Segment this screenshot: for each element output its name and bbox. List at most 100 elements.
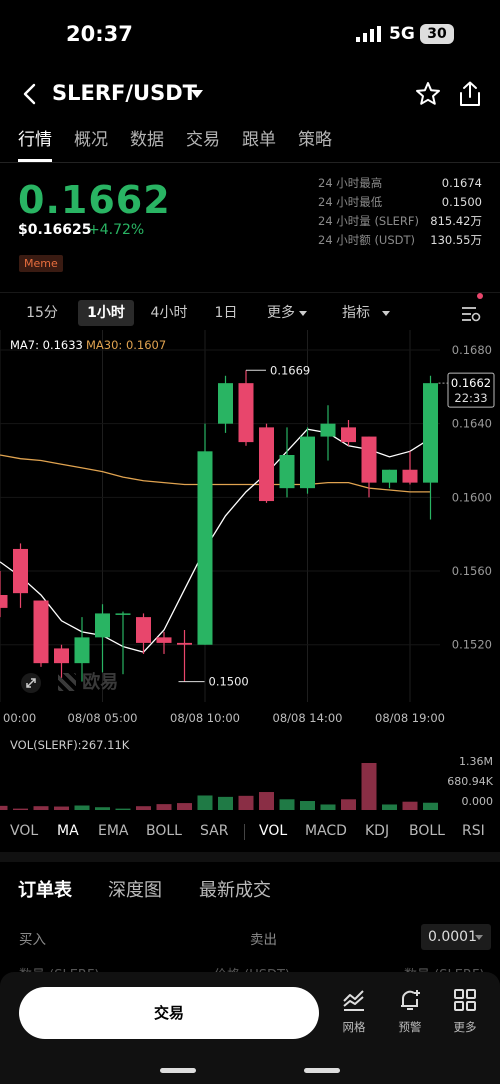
- watermark-text: 欧易: [82, 672, 119, 693]
- candle: [320, 405, 336, 461]
- candle: [136, 613, 151, 654]
- pair-title[interactable]: SLERF/USDT: [52, 81, 197, 105]
- candle: [259, 423, 274, 503]
- signal-icon: [356, 26, 381, 42]
- volume-bar: [300, 801, 315, 810]
- volume-tick-label: 1.36M: [459, 755, 493, 768]
- stat-label: 24 小时额 (USDT): [318, 233, 416, 247]
- more-timeframes-button[interactable]: 更多: [262, 300, 312, 326]
- current-price-label: 0.1662: [451, 376, 491, 390]
- tab-data[interactable]: 数据: [130, 130, 164, 150]
- more-label: 更多: [453, 1020, 477, 1034]
- network-label: 5G: [389, 24, 415, 44]
- stat-label: 24 小时最低: [318, 195, 383, 209]
- tab-recent-trades[interactable]: 最新成交: [199, 880, 271, 901]
- alert-button[interactable]: 预警: [385, 988, 435, 1035]
- indicator-vol[interactable]: VOL: [10, 823, 39, 839]
- ma30-label: MA30: 0.1607: [86, 338, 167, 352]
- candle-body: [0, 595, 8, 608]
- candle-body: [156, 637, 172, 643]
- timeframe-1h[interactable]: 1小时: [78, 300, 134, 326]
- battery-icon: 30: [420, 24, 454, 44]
- divider: [0, 162, 500, 163]
- home-indicator: [160, 1068, 196, 1073]
- chart-settings-icon[interactable]: [460, 303, 482, 323]
- volume-chart[interactable]: 1.36M 680.94K 0.000: [0, 735, 500, 815]
- indicator-rsi[interactable]: RSI: [462, 823, 485, 839]
- stat-value: 815.42万: [430, 214, 482, 228]
- high-marker-label: 0.1669: [270, 363, 310, 377]
- chevron-down-icon[interactable]: [190, 88, 204, 100]
- notification-dot: [477, 293, 483, 299]
- candle: [238, 370, 254, 446]
- tab-depth[interactable]: 深度图: [108, 880, 162, 901]
- indicator-macd[interactable]: MACD: [305, 823, 347, 839]
- tab-overview[interactable]: 概况: [74, 130, 108, 150]
- volume-bar: [197, 795, 213, 810]
- candle: [197, 423, 213, 645]
- grid-button[interactable]: 网格: [329, 988, 379, 1035]
- caret-down-icon: [475, 935, 483, 940]
- stat-row: 24 小时最低 0.1500: [318, 193, 482, 212]
- candle-body: [95, 613, 110, 638]
- indicator-sub-vol[interactable]: VOL: [259, 823, 288, 839]
- volume-bar: [279, 799, 295, 810]
- indicator-sar[interactable]: SAR: [200, 823, 229, 839]
- more-button[interactable]: 更多: [440, 988, 490, 1035]
- candle: [402, 451, 418, 485]
- candle-body: [259, 427, 274, 502]
- candle-body: [382, 469, 397, 483]
- tab-orderbook[interactable]: 订单表: [18, 880, 72, 901]
- volume-bar: [13, 808, 28, 810]
- candle-body: [279, 455, 295, 489]
- indicator-bar: VOL MA EMA BOLL SAR VOL MACD KDJ BOLL RS…: [0, 818, 500, 844]
- tab-copy-trading[interactable]: 跟单: [242, 130, 276, 150]
- ma30-line: [0, 454, 431, 493]
- timeframe-4h[interactable]: 4小时: [150, 305, 188, 321]
- stat-value: 0.1500: [441, 195, 482, 209]
- indicator-ma[interactable]: MA: [57, 823, 79, 839]
- volume-bar: [54, 806, 69, 810]
- tab-trade[interactable]: 交易: [186, 130, 220, 150]
- fullscreen-icon[interactable]: [20, 672, 42, 694]
- y-tick-label: 0.1600: [452, 490, 492, 504]
- stats-panel: 24 小时最高 0.1674 24 小时最低 0.1500 24 小时量 (SLER…: [318, 174, 482, 250]
- candle-body: [54, 648, 69, 664]
- candle-body: [115, 613, 131, 615]
- stat-label: 24 小时量 (SLERF): [318, 214, 419, 228]
- candle-body: [320, 423, 336, 437]
- indicator-ema[interactable]: EMA: [98, 823, 129, 839]
- indicator-kdj[interactable]: KDJ: [365, 823, 390, 839]
- candle: [54, 644, 69, 678]
- volume-bar: [136, 806, 151, 810]
- tab-market[interactable]: 行情: [18, 128, 52, 162]
- candle-body: [361, 436, 377, 483]
- candle: [279, 427, 295, 498]
- tag-badge[interactable]: Meme: [19, 255, 63, 272]
- x-tick-label: 08/08 05:00: [68, 711, 138, 725]
- volume-bar: [0, 805, 8, 810]
- candlestick-chart[interactable]: 0.1680 0.1640 0.1600 0.1560 0.1520 00:00 08/08…: [0, 330, 500, 730]
- candle-body: [33, 600, 49, 664]
- trade-button[interactable]: 交易: [19, 987, 319, 1039]
- volume-bar: [218, 796, 233, 810]
- timeframe-1d[interactable]: 1日: [214, 305, 238, 321]
- countdown-label: 22:33: [454, 391, 487, 405]
- indicators-button[interactable]: 指标: [338, 300, 394, 326]
- indicator-sub-boll[interactable]: BOLL: [409, 823, 445, 839]
- indicator-boll[interactable]: BOLL: [146, 823, 182, 839]
- star-icon[interactable]: [414, 80, 442, 108]
- back-icon[interactable]: [18, 82, 42, 106]
- grid-chart-icon: [343, 990, 364, 1011]
- candle-body: [136, 617, 151, 643]
- share-icon[interactable]: [456, 80, 484, 108]
- timeframe-15m[interactable]: 15分: [26, 305, 58, 321]
- home-indicator: [304, 1068, 340, 1073]
- stat-label: 24 小时最高: [318, 176, 383, 190]
- precision-select[interactable]: 0.0001: [421, 924, 491, 950]
- apps-grid-icon: [454, 989, 476, 1011]
- more-label: 更多: [267, 305, 295, 321]
- y-tick-label: 0.1520: [452, 638, 492, 652]
- tab-strategy[interactable]: 策略: [298, 130, 332, 150]
- volume-tick-label: 0.000: [462, 795, 494, 808]
